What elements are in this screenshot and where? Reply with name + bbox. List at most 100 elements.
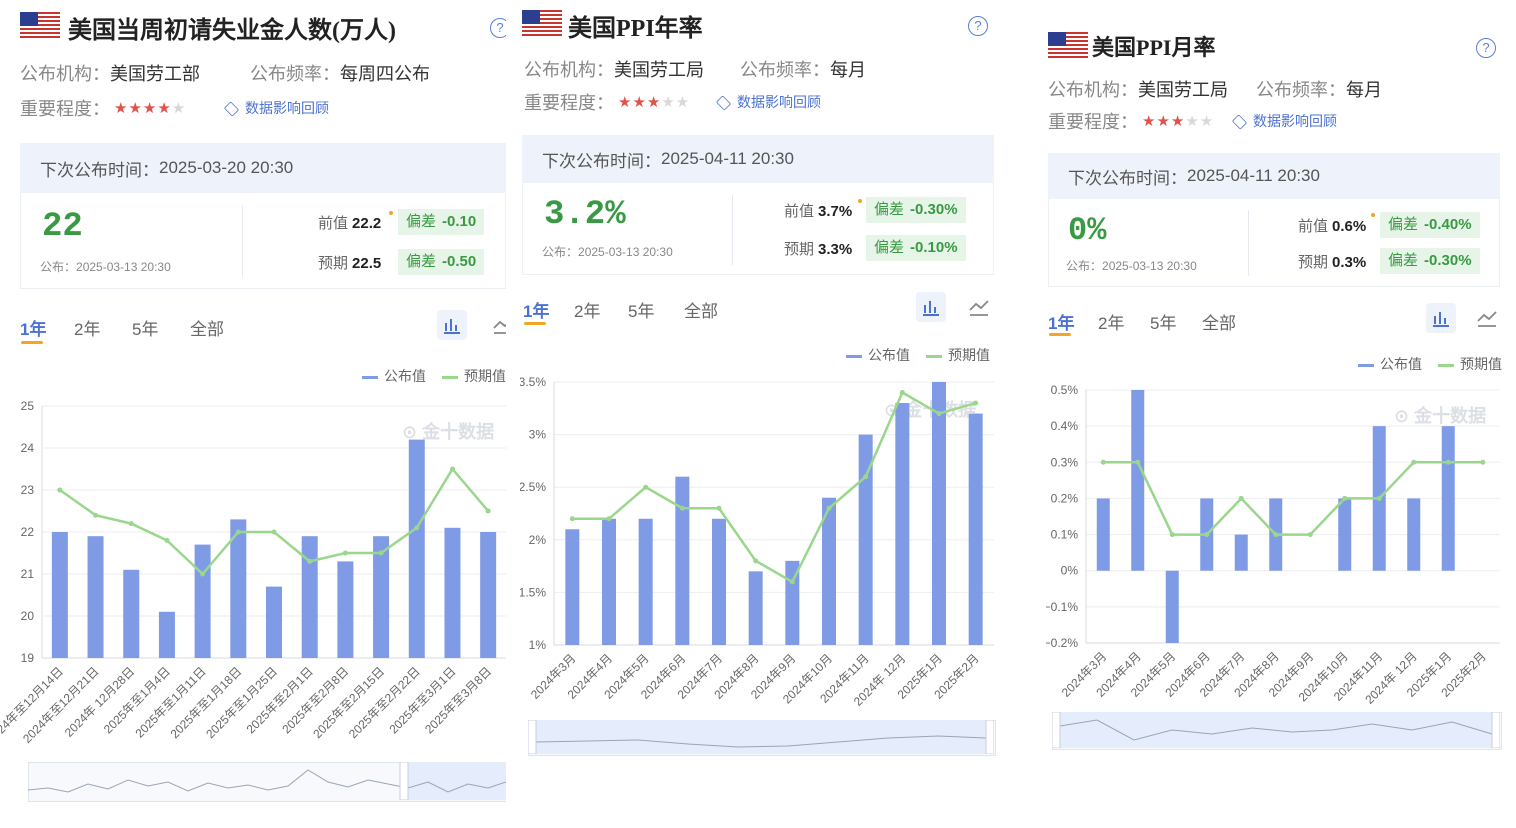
bar-chart-icon[interactable] <box>1426 303 1456 333</box>
forecast-point <box>826 505 832 511</box>
bar <box>444 527 461 658</box>
previous-deviation: 偏差 -0.30% <box>866 197 966 223</box>
next-release-bar: 下次公布时间： 2025-03-20 20:30 <box>20 143 506 193</box>
forecast-point <box>1411 459 1417 465</box>
tab-all[interactable]: 全部 <box>684 302 718 321</box>
bar <box>230 519 247 658</box>
y-tick-label: 24 <box>21 441 35 455</box>
indicator-title: 美国当周初请失业金人数(万人) <box>68 18 396 44</box>
indicator-title: 美国PPI年率 <box>568 16 703 42</box>
y-tick-label: −0.2% <box>1046 636 1078 650</box>
bar <box>1234 534 1248 571</box>
tab-2y[interactable]: 2年 <box>74 320 101 339</box>
forecast-point <box>643 484 649 490</box>
tab-1y[interactable]: 1年 <box>1048 314 1075 333</box>
legend-forecast: 预期值 <box>1438 354 1502 374</box>
bar <box>638 518 653 645</box>
tab-5y[interactable]: 5年 <box>132 320 159 339</box>
tab-indicator <box>524 322 546 325</box>
tab-1y[interactable]: 1年 <box>523 302 550 321</box>
y-tick-label: 0.1% <box>1051 528 1079 542</box>
forecast-point <box>1376 495 1382 501</box>
divider <box>242 205 243 277</box>
tab-5y[interactable]: 5年 <box>1150 314 1177 333</box>
forecast-point <box>378 550 384 556</box>
forecast-line <box>1103 461 1483 536</box>
importance: 重要程度： ★★★★★ <box>1048 112 1215 132</box>
layers-icon <box>223 101 240 117</box>
bar <box>932 382 946 645</box>
revised-dot <box>1371 213 1375 217</box>
help-icon[interactable]: ? <box>490 18 506 38</box>
y-tick-label: 0.3% <box>1051 455 1079 469</box>
data-review-link[interactable]: 数据影响回顾 <box>223 98 329 118</box>
meta-freq: 公布频率：每月 <box>740 60 866 80</box>
tab-indicator <box>1049 333 1071 336</box>
previous-deviation: 偏差 -0.40% <box>1380 212 1480 238</box>
y-tick-label: 0.2% <box>1051 491 1079 505</box>
help-icon[interactable]: ? <box>1476 38 1496 58</box>
line-chart-icon[interactable] <box>488 310 506 340</box>
y-tick-label: 3.5% <box>520 375 546 389</box>
tab-2y[interactable]: 2年 <box>1098 314 1125 333</box>
tab-1y[interactable]: 1年 <box>20 320 47 339</box>
chart-ppi-yoy: 1%1.5%2%2.5%3%3.5%2024年3月2024年4月2024年5月2… <box>520 375 994 709</box>
forecast-point <box>1342 495 1348 501</box>
tab-5y[interactable]: 5年 <box>628 302 655 321</box>
bar-chart-icon[interactable] <box>916 292 946 322</box>
revised-dot <box>858 199 862 203</box>
publish-time: 公布：2025-03-13 20:30 <box>40 260 171 274</box>
slider-preview <box>528 720 994 754</box>
layers-icon <box>1231 114 1248 130</box>
forecast-point <box>1480 459 1486 465</box>
meta-freq: 公布频率：每周四公布 <box>250 64 430 84</box>
revised-dot <box>389 211 393 215</box>
data-review-link[interactable]: 数据影响回顾 <box>1231 111 1337 131</box>
value-box <box>1048 199 1500 287</box>
bar <box>373 536 390 658</box>
next-release-bar: 下次公布时间： 2025-04-11 20:30 <box>522 135 994 183</box>
tab-all[interactable]: 全部 <box>1202 314 1236 333</box>
watermark: ⊙ 金十数据 <box>1394 406 1487 426</box>
bar <box>337 561 354 658</box>
help-icon[interactable]: ? <box>968 16 988 36</box>
chart-ppi-mom: −0.2%−0.1%0%0.1%0.2%0.3%0.4%0.5%2024年3月2… <box>1046 383 1500 707</box>
line-chart-icon[interactable] <box>1472 303 1502 333</box>
forecast-point <box>899 390 905 396</box>
chart-legend: 公布值 预期值 <box>846 345 990 365</box>
data-review-link[interactable]: 数据影响回顾 <box>715 92 821 112</box>
forecast-point <box>789 579 795 585</box>
y-tick-label: 2% <box>529 533 547 547</box>
bar-chart-icon[interactable] <box>437 310 467 340</box>
slider-preview <box>28 762 506 800</box>
y-tick-label: 1% <box>529 638 547 652</box>
bar <box>1441 426 1455 571</box>
previous-value: 前值 3.7% <box>784 203 853 220</box>
next-release-bar: 下次公布时间： 2025-04-11 20:30 <box>1048 153 1500 199</box>
forecast-point <box>973 400 979 406</box>
forecast-point <box>414 525 420 531</box>
meta-org: 公布机构：美国劳工局 <box>1048 80 1228 100</box>
forecast-point <box>128 521 134 527</box>
y-tick-label: 22 <box>21 525 35 539</box>
forecast-point <box>753 558 759 564</box>
line-chart-icon[interactable] <box>964 292 994 322</box>
y-tick-label: 0.5% <box>1051 383 1079 397</box>
importance-stars: ★★★★★ <box>618 94 691 111</box>
bar <box>785 560 800 645</box>
forecast-point <box>164 537 170 543</box>
forecast-point <box>1273 532 1279 538</box>
tab-all[interactable]: 全部 <box>190 320 224 339</box>
importance-stars: ★★★★★ <box>114 100 187 117</box>
previous-deviation: 偏差 -0.10 <box>398 209 485 235</box>
bar <box>266 586 282 658</box>
meta-freq: 公布频率：每月 <box>1256 80 1382 100</box>
forecast-point <box>1135 459 1141 465</box>
bar <box>51 532 68 658</box>
y-tick-label: 23 <box>21 483 35 497</box>
forecast-deviation: 偏差 -0.30% <box>1380 248 1480 274</box>
bar <box>968 413 983 645</box>
y-tick-label: −0.1% <box>1046 600 1078 614</box>
forecast-point <box>936 411 942 417</box>
tab-2y[interactable]: 2年 <box>574 302 601 321</box>
